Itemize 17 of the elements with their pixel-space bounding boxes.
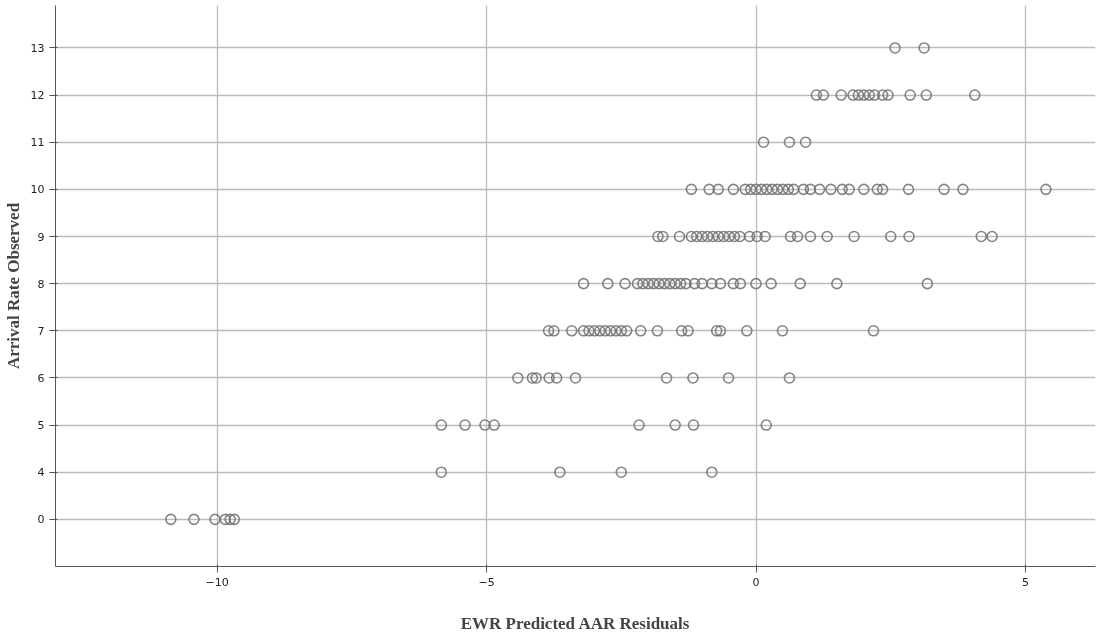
- y-tick-label: 11: [30, 136, 45, 150]
- y-axis-title: Arrival Rate Observed: [3, 202, 23, 370]
- y-tick-label: 10: [30, 183, 45, 197]
- y-tick-label: 6: [37, 371, 45, 385]
- x-tick-label: −10: [205, 575, 229, 589]
- x-tick-label: −5: [478, 575, 495, 589]
- y-tick-label: 12: [30, 89, 45, 103]
- x-axis-title: EWR Predicted AAR Residuals: [460, 613, 690, 633]
- y-tick-label: 0: [37, 513, 45, 527]
- x-tick-label: 0: [752, 575, 760, 589]
- y-tick-label: 9: [37, 230, 45, 244]
- y-tick-label: 8: [37, 277, 45, 291]
- y-tick-label: 5: [37, 419, 45, 433]
- y-tick-label: 13: [30, 41, 45, 55]
- y-tick-label: 4: [37, 466, 45, 480]
- x-tick-label: 5: [1021, 575, 1029, 589]
- y-tick-label: 7: [37, 324, 45, 338]
